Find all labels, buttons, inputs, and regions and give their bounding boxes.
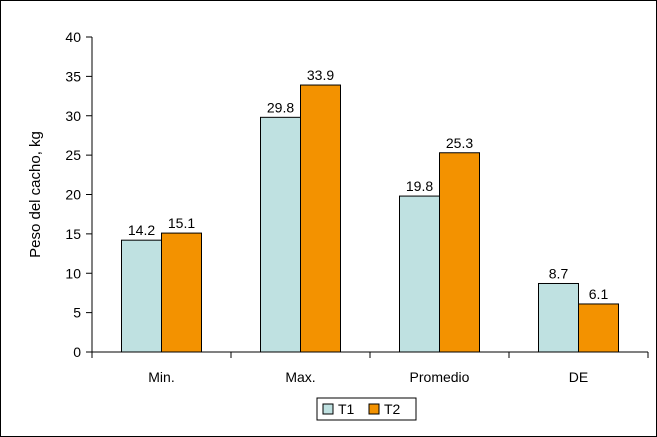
y-tick-label: 40 [65, 29, 81, 45]
bar-t2-1 [300, 84, 341, 353]
legend-label-t2: T2 [384, 401, 401, 417]
y-tick-label: 30 [65, 108, 81, 124]
y-tick-label: 15 [65, 226, 81, 242]
bar-value-label: 25.3 [446, 135, 473, 151]
bar-value-label: 29.8 [267, 99, 294, 115]
x-tick-label: DE [569, 369, 588, 385]
bar-t2-2 [439, 152, 480, 353]
bar-value-label: 8.7 [549, 265, 569, 281]
bar-t1-1 [260, 116, 301, 353]
y-tick-label: 35 [65, 68, 81, 84]
bar-value-label: 33.9 [307, 67, 334, 83]
legend-box [316, 397, 417, 421]
bar-t2-0 [161, 232, 202, 353]
bar-t1-0 [121, 239, 162, 353]
bar-value-label: 15.1 [168, 215, 195, 231]
y-tick-label: 10 [65, 265, 81, 281]
y-axis-ticks: 0 5 10 15 20 25 30 35 40 [65, 29, 92, 360]
y-tick-label: 0 [73, 344, 81, 360]
bar-t1-3 [538, 282, 579, 353]
x-tick-label: Max. [285, 369, 315, 385]
bar-value-labels: 14.2 15.1 29.8 33.9 19.8 25.3 8.7 6.1 [128, 67, 609, 302]
x-axis-ticks: Min. Max. Promedio DE [91, 352, 649, 385]
bar-value-label: 19.8 [406, 178, 433, 194]
legend-swatch-t2 [368, 403, 380, 415]
bar-value-label: 6.1 [589, 286, 609, 302]
y-tick-label: 25 [65, 147, 81, 163]
x-tick-label: Min. [148, 369, 174, 385]
bar-t1-2 [399, 195, 440, 353]
bar-value-label: 14.2 [128, 222, 155, 238]
legend: T1 T2 [316, 397, 417, 421]
legend-swatch-t1 [322, 403, 334, 415]
x-tick-label: Promedio [410, 369, 470, 385]
y-tick-label: 5 [73, 305, 81, 321]
bars [121, 84, 619, 353]
y-axis-title: Peso del cacho, kg [27, 131, 44, 258]
bar-t2-3 [578, 303, 619, 353]
legend-label-t1: T1 [338, 401, 355, 417]
y-tick-label: 20 [65, 187, 81, 203]
